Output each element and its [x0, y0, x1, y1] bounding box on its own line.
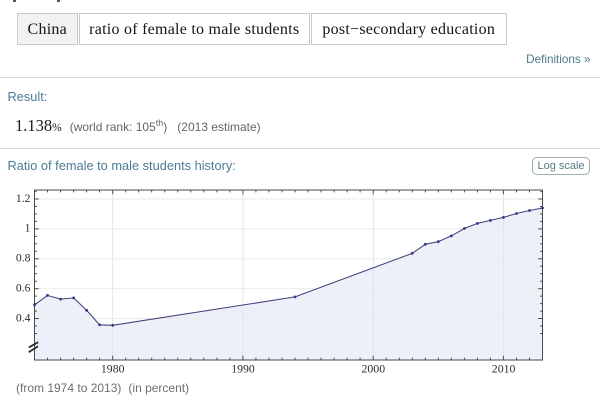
svg-text:0.8: 0.8 [16, 252, 31, 265]
svg-text:1990: 1990 [231, 362, 255, 376]
svg-text:0.4: 0.4 [16, 311, 31, 324]
svg-text:2010: 2010 [492, 362, 516, 376]
svg-text:2000: 2000 [362, 362, 386, 376]
svg-text:1: 1 [25, 222, 31, 235]
svg-text:1980: 1980 [101, 362, 125, 376]
svg-text:0.6: 0.6 [16, 281, 31, 294]
svg-text:1.2: 1.2 [16, 192, 31, 205]
